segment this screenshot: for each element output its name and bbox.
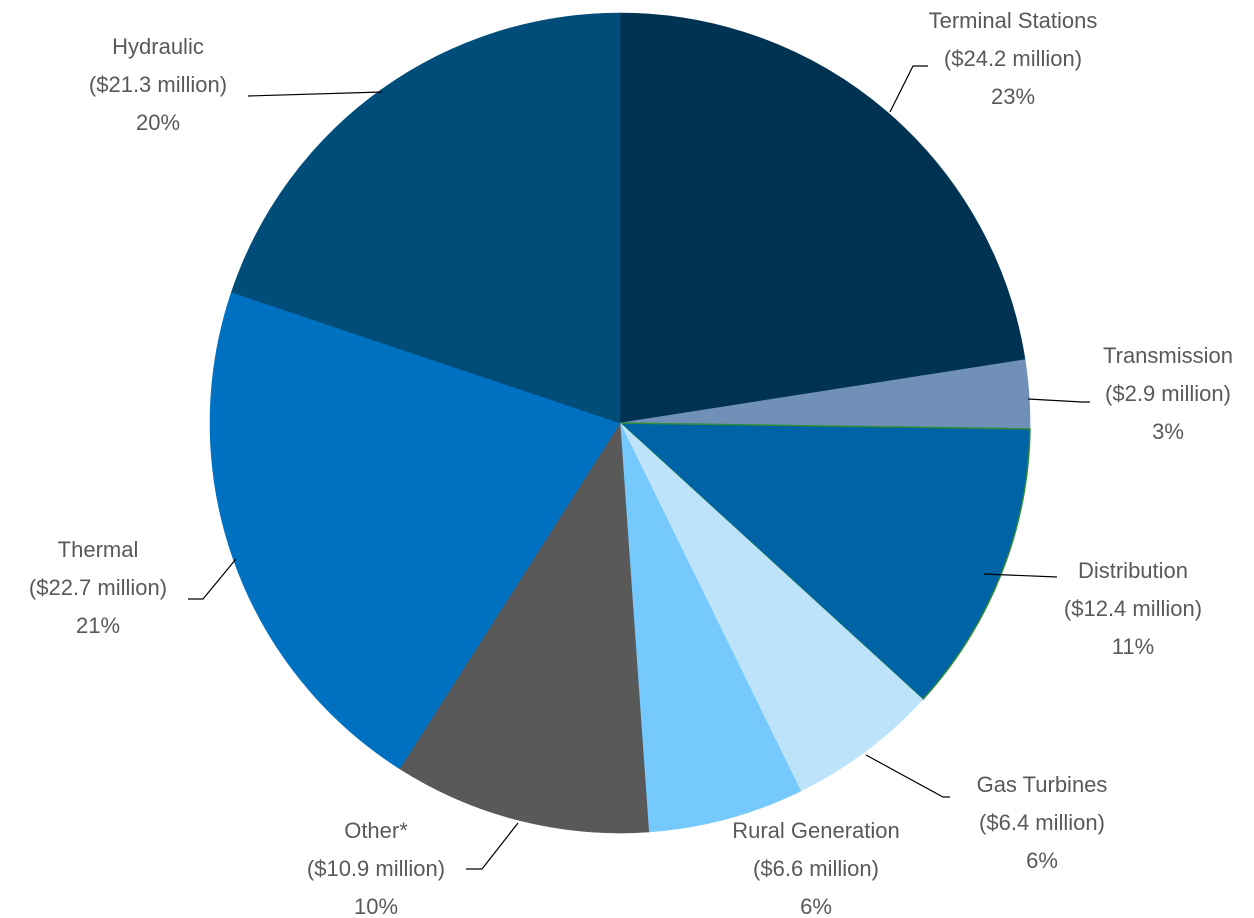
pie-slices bbox=[209, 12, 1031, 834]
pie-slice-terminal-stations bbox=[619, 12, 1026, 424]
slice-percent-transmission: 3% bbox=[1152, 419, 1184, 444]
pie-slice-other bbox=[399, 422, 650, 834]
slice-percent-other: 10% bbox=[354, 894, 398, 918]
pie-slice-gas-turbines bbox=[619, 422, 924, 792]
leader-line-gas-turbines bbox=[865, 754, 950, 798]
pie-slice-rural-generation bbox=[619, 422, 802, 833]
leader-line-other bbox=[466, 822, 519, 870]
slice-amount-gas-turbines: ($6.4 million) bbox=[979, 810, 1105, 835]
slice-amount-rural-generation: ($6.6 million) bbox=[753, 856, 879, 881]
leader-lines bbox=[188, 65, 1090, 870]
pie-slice-thermal bbox=[209, 291, 621, 770]
leader-line-terminal-stations bbox=[889, 65, 928, 113]
slice-amount-other: ($10.9 million) bbox=[307, 856, 445, 881]
slice-label-transmission: Transmission bbox=[1103, 343, 1233, 368]
leader-line-thermal bbox=[188, 558, 237, 600]
slice-amount-hydraulic: ($21.3 million) bbox=[89, 72, 227, 97]
slice-label-gas-turbines: Gas Turbines bbox=[977, 772, 1108, 797]
slice-percent-thermal: 21% bbox=[76, 613, 120, 638]
slice-label-terminal-stations: Terminal Stations bbox=[929, 8, 1098, 33]
leader-line-transmission bbox=[1027, 398, 1090, 403]
leader-line-hydraulic bbox=[247, 91, 383, 97]
slice-percent-rural-generation: 6% bbox=[800, 894, 832, 918]
slice-label-rural-generation: Rural Generation bbox=[732, 818, 900, 843]
slice-percent-distribution: 11% bbox=[1112, 634, 1154, 659]
slice-label-other: Other* bbox=[344, 818, 408, 843]
slice-percent-terminal-stations: 23% bbox=[991, 84, 1035, 109]
slice-label-thermal: Thermal bbox=[58, 537, 139, 562]
slice-amount-transmission: ($2.9 million) bbox=[1105, 381, 1231, 406]
pie-slice-hydraulic bbox=[231, 12, 621, 424]
slice-label-hydraulic: Hydraulic bbox=[112, 34, 204, 59]
slice-labels: Terminal Stations ($24.2 million) 23% Trans… bbox=[29, 8, 1233, 918]
slice-label-distribution: Distribution bbox=[1078, 558, 1188, 583]
slice-amount-distribution: ($12.4 million) bbox=[1064, 596, 1202, 621]
slice-amount-thermal: ($22.7 million) bbox=[29, 575, 167, 600]
leader-line-distribution bbox=[983, 573, 1058, 578]
slice-percent-gas-turbines: 6% bbox=[1026, 848, 1058, 873]
pie-slice-distribution bbox=[618, 422, 1031, 701]
slice-percent-hydraulic: 20% bbox=[136, 110, 180, 135]
slice-amount-terminal-stations: ($24.2 million) bbox=[944, 46, 1082, 71]
